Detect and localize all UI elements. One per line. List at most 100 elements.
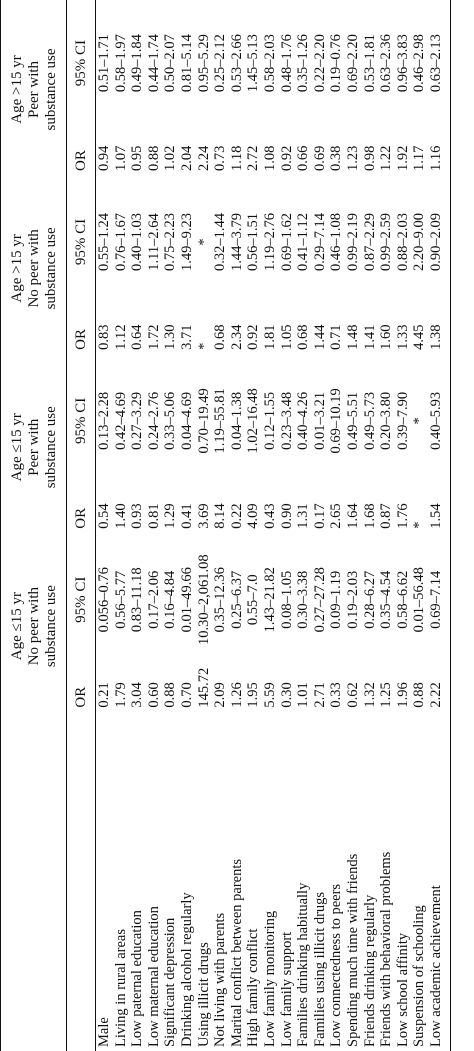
row-label: Low school affinity bbox=[394, 932, 411, 1047]
row-label: Families using illicit drugs bbox=[311, 891, 328, 1047]
confidence-interval-cell: 0.35–4.54 bbox=[378, 570, 395, 629]
odds-ratio-cell: 1.22 bbox=[378, 145, 395, 171]
confidence-interval-cell: * bbox=[195, 238, 212, 246]
stub-subheader bbox=[66, 715, 96, 1051]
confidence-interval-cell: 0.13–2.28 bbox=[96, 391, 112, 450]
odds-ratio-cell: 0.90 bbox=[278, 503, 295, 529]
odds-ratio-cell: 0.98 bbox=[361, 145, 378, 171]
confidence-interval-cell: 2.20–9.00 bbox=[411, 212, 428, 271]
odds-ratio-cell: 1.05 bbox=[278, 324, 295, 350]
group-header: Age >15 yr Peer with substance use bbox=[0, 0, 67, 179]
col-header-ci: 95% CI bbox=[66, 0, 96, 127]
odds-ratio-cell: 0.68 bbox=[212, 324, 229, 350]
group-peer-label: No peer with bbox=[26, 586, 42, 666]
odds-ratio-cell: 1.41 bbox=[361, 324, 378, 350]
confidence-interval-cell: 0.48–1.76 bbox=[278, 34, 295, 93]
confidence-interval-cell: 0.56–5.77 bbox=[112, 570, 129, 629]
table-row: Not living with parents 2.09 0.35–12.36 8.1… bbox=[212, 0, 229, 1051]
odds-ratio-cell: 1.44 bbox=[311, 324, 328, 350]
odds-ratio-cell: 0.30 bbox=[278, 682, 295, 708]
table-row: Friends drinking regularly 1.32 0.28–6.27 1… bbox=[362, 0, 379, 1051]
group-peer-label: Peer with bbox=[26, 418, 42, 476]
odds-ratio-cell: 0.88 bbox=[162, 682, 179, 708]
table-row: Friends with behavioral problems 1.25 0.35… bbox=[378, 0, 395, 1051]
odds-ratio-cell: 0.66 bbox=[295, 145, 312, 171]
row-label: Low paternal education bbox=[129, 910, 146, 1047]
confidence-interval-cell: 0.27–3.29 bbox=[129, 391, 146, 450]
odds-ratio-cell: 1.76 bbox=[394, 503, 411, 529]
confidence-interval-cell: 0.87–2.29 bbox=[361, 212, 378, 271]
confidence-interval-cell: 1.11–2.64 bbox=[145, 213, 162, 271]
confidence-interval-cell: 0.16–4.84 bbox=[162, 570, 179, 629]
row-label: Low maternal education bbox=[145, 906, 162, 1047]
odds-ratio-cell: 1.68 bbox=[361, 503, 378, 529]
odds-ratio-cell: 0.64 bbox=[129, 324, 146, 350]
row-label: Spending much time with friends bbox=[344, 853, 361, 1047]
odds-ratio-cell: 1.72 bbox=[145, 324, 162, 350]
odds-ratio-cell: 1.18 bbox=[228, 145, 245, 171]
row-label: Male bbox=[96, 1017, 112, 1047]
odds-ratio-cell: 3.71 bbox=[178, 324, 195, 350]
odds-ratio-cell: 0.43 bbox=[261, 503, 278, 529]
odds-ratio-cell: 3.04 bbox=[129, 682, 146, 708]
table-row: Drinking alcohol regularly 0.70 0.01–49.66… bbox=[179, 0, 196, 1051]
odds-ratio-cell: 0.22 bbox=[228, 503, 245, 529]
confidence-interval-cell: 0.27–27.28 bbox=[311, 567, 328, 633]
odds-ratio-cell: 2.24 bbox=[195, 145, 212, 171]
table-row: Families using illicit drugs 2.71 0.27–27.… bbox=[312, 0, 329, 1051]
confidence-interval-cell: 0.12–1.55 bbox=[261, 391, 278, 450]
odds-ratio-cell: 1.95 bbox=[245, 682, 262, 708]
odds-ratio-cell: 0.38 bbox=[328, 145, 345, 171]
group-substance-label: substance use bbox=[43, 585, 59, 668]
confidence-interval-cell: 1.19–55.81 bbox=[212, 388, 229, 454]
table-row: Families drinking habitually 1.01 0.30–3.3… bbox=[295, 0, 312, 1051]
odds-ratio-cell: 1.40 bbox=[112, 503, 129, 529]
confidence-interval-cell: 1.49–9.23 bbox=[178, 212, 195, 271]
table-row: Spending much time with friends 0.62 0.19–… bbox=[345, 0, 362, 1051]
confidence-interval-cell: 0.96–3.83 bbox=[394, 34, 411, 93]
odds-ratio-cell: 0.33 bbox=[328, 682, 345, 708]
row-label: Low academic achievement bbox=[427, 715, 451, 1051]
confidence-interval-cell: 0.50–2.07 bbox=[162, 34, 179, 93]
odds-ratio-cell: 1.12 bbox=[112, 324, 129, 350]
odds-ratio-cell: 1.07 bbox=[112, 145, 129, 171]
odds-ratio-cell: 1.29 bbox=[162, 503, 179, 529]
confidence-interval-cell: 0.63–2.36 bbox=[378, 34, 395, 93]
confidence-interval-cell: 0.35–12.36 bbox=[212, 567, 229, 633]
confidence-interval-cell: 0.49–5.51 bbox=[344, 391, 361, 450]
odds-ratio-cell: 1.30 bbox=[162, 324, 179, 350]
row-label: Families drinking habitually bbox=[295, 882, 312, 1047]
confidence-interval-cell: 0.99–2.59 bbox=[378, 212, 395, 271]
confidence-interval-cell: 0.49–1.84 bbox=[129, 34, 146, 93]
group-age-label: Age >15 yr bbox=[9, 234, 25, 303]
confidence-interval-cell: 0.46–2.98 bbox=[411, 34, 428, 93]
confidence-interval-cell: 0.58–6.62 bbox=[394, 570, 411, 629]
confidence-interval-cell: 0.01–56.48 bbox=[411, 567, 428, 633]
confidence-interval-cell: 0.29–7.14 bbox=[311, 212, 328, 271]
odds-ratio-cell: * bbox=[195, 342, 212, 350]
group-header: Age ≤15 yr No peer with substance use bbox=[0, 536, 67, 716]
odds-ratio-cell: 0.41 bbox=[178, 503, 195, 529]
group-substance-label: substance use bbox=[43, 227, 59, 310]
confidence-interval-cell: 0.51–1.71 bbox=[96, 34, 112, 93]
confidence-interval-cell: 0.69–2.20 bbox=[344, 34, 361, 93]
col-header-or: OR bbox=[66, 126, 96, 179]
group-substance-label: substance use bbox=[43, 406, 59, 489]
confidence-interval-cell: 0.75–2.23 bbox=[162, 212, 179, 271]
row-label: Low family monitoring bbox=[261, 910, 278, 1047]
confidence-interval-cell: 1.19–2.76 bbox=[261, 212, 278, 271]
odds-ratio-cell: 0.83 bbox=[96, 324, 112, 350]
table-row: Low paternal education 3.04 0.83–11.18 0.93… bbox=[129, 0, 146, 1051]
odds-ratio-cell: * bbox=[411, 521, 428, 529]
group-peer-label: Peer with bbox=[26, 60, 42, 119]
confidence-interval-cell: 0.40–1.03 bbox=[129, 212, 146, 271]
odds-ratio-cell: 0.73 bbox=[212, 145, 229, 171]
confidence-interval-cell: 0.81–5.14 bbox=[178, 34, 195, 93]
table-row: Low connectedness to peers 0.33 0.09–1.19 2… bbox=[328, 0, 345, 1051]
odds-ratio-cell: 145.72 bbox=[195, 667, 212, 708]
group-header: Age >15 yr No peer with substance use bbox=[0, 178, 67, 358]
col-header-or: OR bbox=[66, 662, 96, 716]
odds-ratio-cell: 0.92 bbox=[245, 324, 262, 350]
odds-ratio-cell: 3.69 bbox=[195, 503, 212, 529]
group-age-label: Age ≤15 yr bbox=[9, 592, 25, 661]
